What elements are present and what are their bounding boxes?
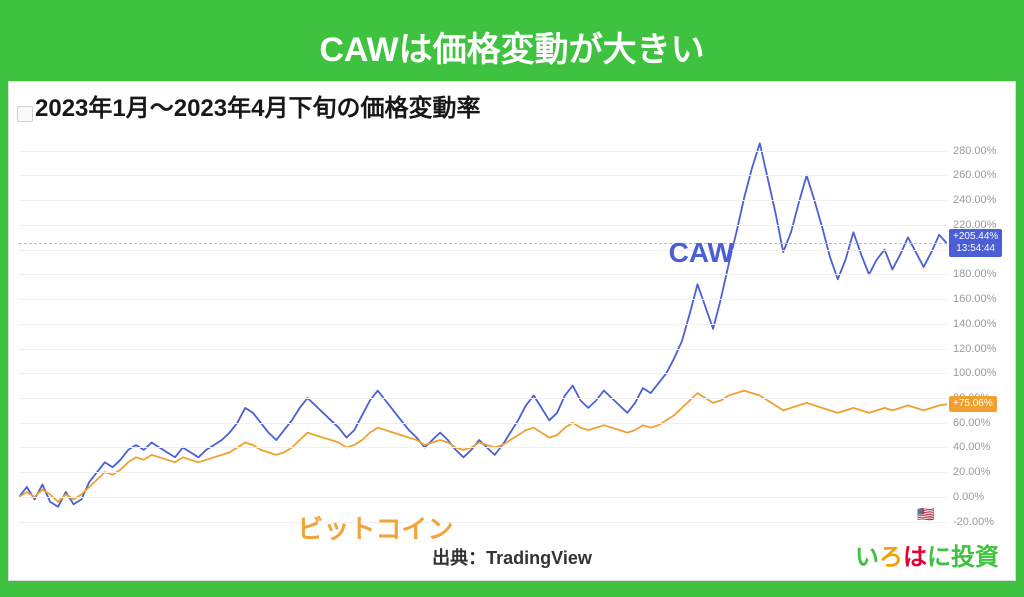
series-label-caw: CAW bbox=[669, 237, 734, 269]
gridline bbox=[19, 324, 947, 325]
series-caw bbox=[19, 143, 947, 507]
gridline bbox=[19, 373, 947, 374]
gridline bbox=[19, 250, 947, 251]
gridline bbox=[19, 349, 947, 350]
brand-part: ろ bbox=[879, 537, 903, 572]
value-badge-caw: +205.44%13:54:44 bbox=[949, 229, 1002, 257]
brand-part: い bbox=[855, 537, 879, 572]
outer-frame: CAWは価格変動が大きい 2023年1月～2023年4月下旬の価格変動率 CAW… bbox=[0, 0, 1024, 597]
gridline bbox=[19, 447, 947, 448]
gridline bbox=[19, 151, 947, 152]
y-axis-tick: 180.00% bbox=[953, 268, 996, 280]
brand-part: に bbox=[927, 537, 951, 572]
y-axis-tick: 120.00% bbox=[953, 343, 996, 355]
gridline bbox=[19, 497, 947, 498]
reference-line bbox=[19, 243, 947, 244]
y-axis-tick: 140.00% bbox=[953, 318, 996, 330]
plot-area: CAWビットコイン🇺🇸 bbox=[19, 126, 947, 534]
y-axis-tick: 160.00% bbox=[953, 293, 996, 305]
gridline bbox=[19, 225, 947, 226]
gridline bbox=[19, 472, 947, 473]
gridline bbox=[19, 522, 947, 523]
gridline bbox=[19, 274, 947, 275]
chart-panel: 2023年1月～2023年4月下旬の価格変動率 CAWビットコイン🇺🇸 出典：T… bbox=[8, 81, 1016, 581]
chart-subtitle: 2023年1月～2023年4月下旬の価格変動率 bbox=[35, 88, 480, 123]
y-axis-tick: 20.00% bbox=[953, 466, 990, 478]
gridline bbox=[19, 398, 947, 399]
gridline bbox=[19, 423, 947, 424]
brand-part: は bbox=[903, 537, 927, 572]
y-axis-tick: 40.00% bbox=[953, 441, 990, 453]
page-title: CAWは価格変動が大きい bbox=[8, 8, 1016, 81]
y-axis-tick: 0.00% bbox=[953, 491, 984, 503]
panel-control-icon[interactable] bbox=[17, 106, 33, 122]
y-axis-tick: 60.00% bbox=[953, 417, 990, 429]
y-axis-tick: 280.00% bbox=[953, 145, 996, 157]
gridline bbox=[19, 200, 947, 201]
gridline bbox=[19, 299, 947, 300]
brand-part: 投資 bbox=[951, 537, 999, 572]
y-axis-tick: 100.00% bbox=[953, 367, 996, 379]
brand-logo: いろはに投資 bbox=[855, 537, 999, 572]
gridline bbox=[19, 175, 947, 176]
y-axis-tick: -20.00% bbox=[953, 516, 994, 528]
flag-icon: 🇺🇸 bbox=[917, 506, 934, 523]
series-label-btc: ビットコイン bbox=[297, 509, 453, 546]
y-axis-tick: 240.00% bbox=[953, 194, 996, 206]
y-axis-tick: 260.00% bbox=[953, 169, 996, 181]
value-badge-btc: +75.06% bbox=[949, 396, 997, 412]
